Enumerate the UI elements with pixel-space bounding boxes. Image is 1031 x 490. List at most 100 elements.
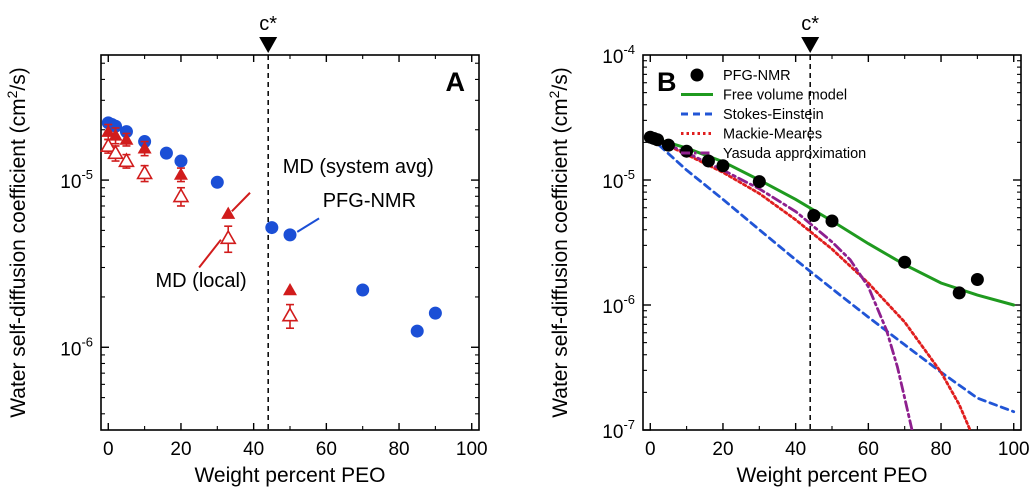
data-point bbox=[174, 154, 188, 168]
y-tick-exponent: -5 bbox=[623, 167, 635, 182]
data-point bbox=[159, 146, 173, 160]
data-point bbox=[119, 125, 133, 139]
data-point bbox=[119, 132, 134, 145]
y-axis-label-sup: 2 bbox=[4, 90, 20, 98]
y-tick-exponent: -7 bbox=[623, 417, 635, 432]
data-point bbox=[109, 119, 123, 133]
y-axis-label: Water self-diffusion coefficient (cm2/s) bbox=[4, 67, 30, 418]
y-tick-label: 10-6 bbox=[60, 334, 93, 360]
legend-marker bbox=[690, 68, 704, 82]
x-tick-label: 20 bbox=[170, 439, 191, 460]
c-star-label: c* bbox=[801, 13, 819, 35]
data-point bbox=[265, 221, 279, 235]
data-point bbox=[219, 229, 237, 245]
panel-label: B bbox=[657, 67, 677, 97]
legend-label: Free volume model bbox=[723, 88, 847, 104]
x-tick-label: 40 bbox=[243, 439, 264, 460]
x-tick-label: 100 bbox=[456, 439, 488, 460]
c-star-marker bbox=[259, 37, 278, 53]
y-tick-exponent: -6 bbox=[623, 292, 635, 307]
c-star-marker bbox=[801, 37, 820, 53]
data-point bbox=[137, 141, 152, 154]
annotation-label: PFG-NMR bbox=[323, 190, 416, 212]
x-tick-label: 60 bbox=[858, 439, 879, 460]
data-point bbox=[825, 214, 839, 228]
data-point bbox=[651, 133, 665, 147]
plot-frame bbox=[100, 54, 480, 431]
legend-label: PFG-NMR bbox=[723, 68, 791, 84]
data-point bbox=[136, 164, 153, 180]
x-tick-label: 100 bbox=[998, 439, 1030, 460]
series-md-local- bbox=[99, 137, 299, 330]
series-pfg-nmr bbox=[101, 116, 442, 338]
legend-label: Stokes-Einstein bbox=[723, 107, 824, 123]
x-tick-label: 80 bbox=[388, 439, 409, 460]
y-axis-label-main: Water self-diffusion coefficient (cm bbox=[7, 98, 30, 417]
data-point bbox=[172, 187, 190, 203]
annotation-leader bbox=[296, 217, 320, 233]
x-axis-label: Weight percent PEO bbox=[736, 464, 927, 487]
annotation-label: MD (local) bbox=[156, 270, 247, 292]
y-tick-label: 10-5 bbox=[60, 167, 93, 193]
annotation-label: MD (system avg) bbox=[283, 156, 434, 178]
data-point bbox=[661, 138, 675, 152]
y-tick-base: 10 bbox=[602, 297, 623, 318]
legend-label: Yasuda approximation bbox=[723, 146, 866, 162]
data-point bbox=[108, 128, 123, 141]
annotation-leader bbox=[231, 192, 251, 213]
y-tick-exponent: -4 bbox=[623, 42, 635, 57]
data-point bbox=[101, 124, 116, 137]
c-star-label: c* bbox=[259, 13, 277, 35]
data-point bbox=[99, 137, 117, 153]
data-point bbox=[107, 144, 124, 160]
data-point bbox=[221, 206, 236, 219]
x-tick-label: 60 bbox=[316, 439, 337, 460]
y-tick-exponent: -5 bbox=[81, 167, 93, 182]
data-point bbox=[281, 306, 299, 322]
panel-label: A bbox=[446, 67, 466, 97]
x-axis-label: Weight percent PEO bbox=[194, 464, 385, 487]
x-tick-label: 0 bbox=[645, 439, 656, 460]
data-point bbox=[410, 324, 424, 338]
data-point bbox=[428, 306, 442, 320]
series-line-stokes-einstein bbox=[648, 135, 1016, 414]
panel-b-data bbox=[643, 130, 1016, 430]
data-point bbox=[118, 152, 135, 168]
y-tick-exponent: -6 bbox=[81, 334, 93, 349]
y-tick-base: 10 bbox=[602, 172, 623, 193]
data-point bbox=[701, 154, 715, 168]
data-point bbox=[283, 283, 297, 296]
legend-label: Mackie-Meares bbox=[723, 127, 822, 143]
data-point bbox=[356, 283, 370, 297]
data-point bbox=[952, 286, 966, 300]
annotation-leader bbox=[198, 239, 222, 269]
y-tick-base: 10 bbox=[60, 172, 81, 193]
y-axis-label-sup: 2 bbox=[546, 90, 562, 98]
y-axis-label: Water self-diffusion coefficient (cm2/s) bbox=[546, 67, 572, 418]
y-tick-base: 10 bbox=[602, 422, 623, 443]
data-point bbox=[173, 167, 188, 180]
data-point bbox=[807, 208, 821, 222]
data-point bbox=[898, 255, 912, 269]
y-axis-label-end: /s) bbox=[549, 67, 572, 90]
legend: PFG-NMR Free volume model Stokes-Einstein M… bbox=[681, 68, 866, 162]
y-axis-label-main: Water self-diffusion coefficient (cm bbox=[549, 98, 572, 417]
y-tick-label: 10-7 bbox=[602, 417, 635, 443]
panel-a-data bbox=[99, 116, 442, 338]
y-axis-label-end: /s) bbox=[7, 67, 30, 90]
data-point bbox=[970, 272, 984, 286]
x-tick-label: 80 bbox=[930, 439, 951, 460]
x-tick-label: 40 bbox=[785, 439, 806, 460]
series-line-yasuda-approximation bbox=[648, 135, 914, 430]
data-point bbox=[680, 144, 694, 158]
data-point bbox=[716, 159, 730, 173]
y-tick-label: 10-4 bbox=[602, 42, 635, 68]
series-md-system-avg- bbox=[101, 123, 297, 296]
y-tick-label: 10-5 bbox=[602, 167, 635, 193]
data-point bbox=[210, 175, 224, 189]
data-point bbox=[752, 175, 766, 189]
y-tick-base: 10 bbox=[60, 339, 81, 360]
